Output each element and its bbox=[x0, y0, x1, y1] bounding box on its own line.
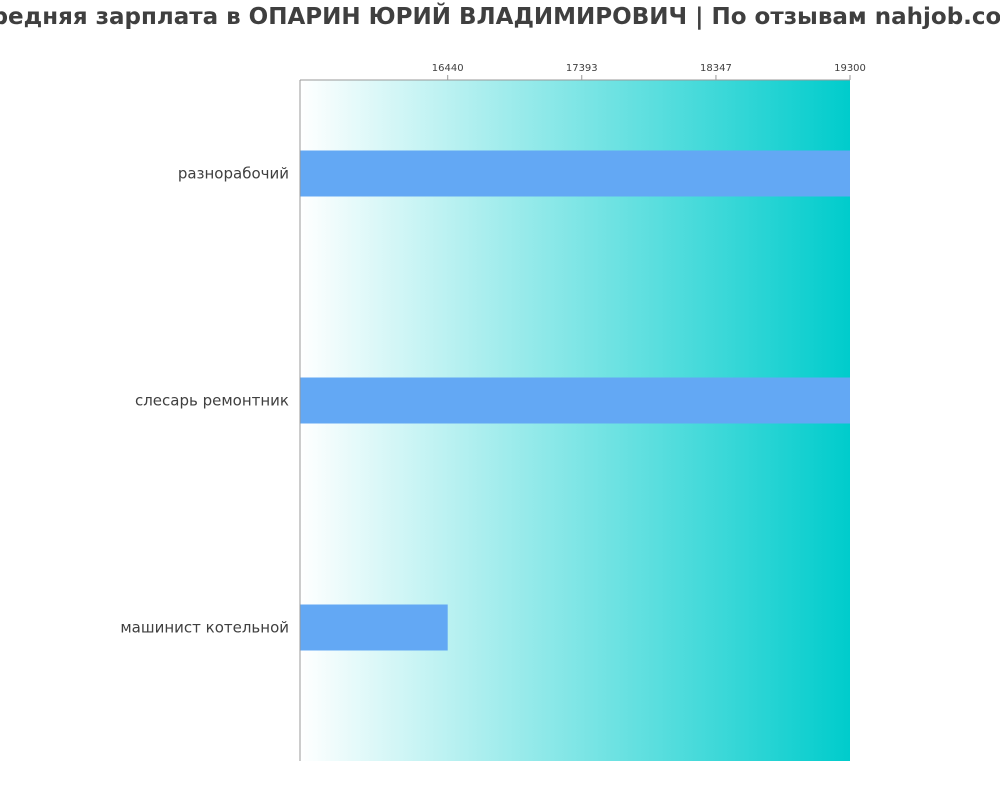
category-labels: разнорабочий слесарь ремонтник машинист ко… bbox=[120, 165, 289, 637]
x-tick-label-0: 16440 bbox=[432, 63, 464, 74]
x-tick-label-2: 18347 bbox=[700, 63, 732, 74]
category-label-1: слесарь ремонтник bbox=[135, 392, 289, 410]
bars-group bbox=[300, 150, 850, 651]
x-axis-ticks: 16440 17393 18347 19300 bbox=[432, 63, 866, 80]
bar-0 bbox=[300, 150, 850, 197]
x-tick-label-1: 17393 bbox=[566, 63, 598, 74]
category-label-0: разнорабочий bbox=[178, 165, 289, 183]
category-label-2: машинист котельной bbox=[120, 619, 289, 637]
bar-1 bbox=[300, 377, 850, 424]
x-tick-label-3: 19300 bbox=[834, 63, 866, 74]
bar-2 bbox=[300, 604, 448, 651]
chart-title: Средняя зарплата в ОПАРИН ЮРИЙ ВЛАДИМИРО… bbox=[0, 4, 1000, 30]
